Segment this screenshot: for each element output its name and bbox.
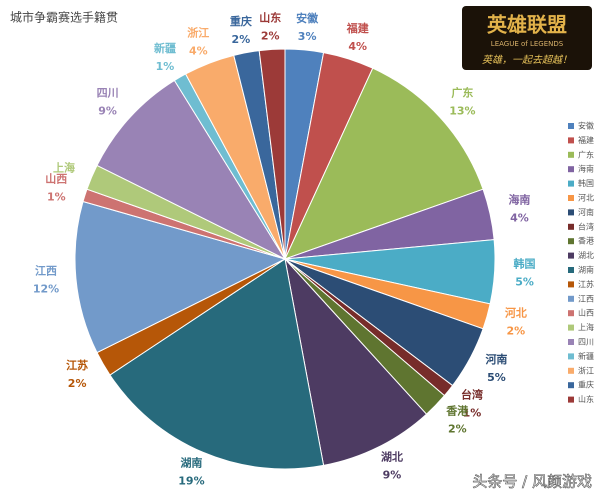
logo-subtitle: LEAGUE of LEGENDS — [491, 40, 564, 48]
legend-label: 海南 — [578, 164, 594, 174]
slice-value-label: 2% — [506, 324, 525, 337]
slice-label: 重庆 — [230, 14, 252, 28]
legend-swatch — [568, 137, 574, 144]
legend-label: 香港 — [578, 236, 594, 246]
legend-label: 台湾 — [578, 221, 594, 231]
slice-label: 浙江 — [187, 26, 209, 40]
legend-label: 重庆 — [578, 380, 594, 390]
legend-swatch — [568, 295, 574, 302]
slice-value-label: 1% — [47, 191, 66, 204]
slice-value-label: 1% — [463, 406, 482, 419]
slice-label: 四川 — [97, 87, 119, 100]
slice-value-label: 4% — [189, 45, 208, 58]
legend-swatch — [568, 223, 574, 230]
slice-label: 新疆 — [154, 41, 176, 55]
slice-value-label: 2% — [68, 377, 87, 390]
slice-value-label: 9% — [383, 469, 402, 482]
legend-label: 上海 — [578, 322, 594, 332]
legend-label: 湖南 — [578, 265, 594, 275]
slice-label: 湖南 — [180, 456, 202, 470]
slice-label: 上海 — [53, 161, 75, 175]
legend-swatch — [568, 382, 574, 389]
slice-value-label: 2% — [448, 423, 467, 436]
slice-label: 湖北 — [381, 450, 403, 464]
slice-label: 海南 — [508, 192, 530, 206]
pie-slice — [258, 48, 286, 260]
slice-value-label: 5% — [515, 275, 534, 288]
slice-label: 香港 — [445, 404, 469, 418]
slice-value-label: 2% — [232, 33, 251, 46]
logo-title: 英雄联盟 — [487, 13, 567, 37]
legend-swatch — [568, 180, 574, 187]
slice-value-label: 13% — [449, 105, 475, 118]
legend-label: 安徽 — [578, 121, 594, 131]
legend-label: 江西 — [578, 294, 594, 303]
legend-label: 湖北 — [578, 251, 594, 260]
legend-label: 福建 — [578, 135, 594, 145]
slice-label: 安徽 — [296, 11, 319, 25]
slice-label: 韩国 — [514, 256, 536, 270]
slice-value-label: 5% — [487, 371, 506, 384]
legend-label: 新疆 — [578, 351, 594, 361]
pie-slice — [96, 79, 287, 261]
legend-swatch — [568, 367, 574, 374]
legend-label: 山西 — [578, 308, 594, 318]
legend-swatch — [568, 310, 574, 317]
slice-label: 台湾 — [461, 387, 483, 401]
slice-value-label: 9% — [98, 105, 117, 118]
logo-slogan: 英雄，一起去超越！ — [482, 54, 572, 66]
legend-swatch — [568, 252, 574, 259]
watermark: 头条号 / 风颜游戏 — [472, 473, 592, 491]
slice-label: 山东 — [259, 10, 281, 24]
slice-label: 河北 — [505, 305, 527, 319]
slice-value-label: 1% — [156, 60, 175, 73]
slice-label: 山西 — [45, 172, 67, 186]
slice-value-label: 19% — [178, 475, 204, 488]
slice-value-label: 4% — [348, 40, 367, 53]
legend-swatch — [568, 324, 574, 331]
pie-slice — [74, 200, 287, 354]
pie-slice — [284, 257, 428, 467]
legend-swatch — [568, 195, 574, 201]
slice-label: 福建 — [346, 21, 370, 35]
slice-label: 江苏 — [66, 358, 88, 372]
logo: 英雄联盟 LEAGUE of LEGENDS 英雄，一起去超越！ — [462, 6, 592, 70]
slice-value-label: 3% — [298, 30, 317, 43]
legend-swatch — [568, 166, 574, 173]
legend-label: 广东 — [578, 149, 594, 159]
legend-label: 山东 — [578, 394, 594, 404]
slice-label: 河南 — [485, 352, 507, 366]
legend-label: 江苏 — [578, 279, 594, 289]
legend-swatch — [568, 353, 574, 360]
legend-swatch — [568, 267, 574, 273]
legend-swatch — [568, 281, 574, 288]
legend-label: 浙江 — [578, 365, 594, 375]
legend-swatch — [568, 209, 574, 216]
pie-slice — [109, 258, 325, 470]
legend-swatch — [568, 238, 574, 245]
slice-value-label: 4% — [510, 211, 529, 224]
pie-slice — [284, 67, 484, 260]
legend-swatch — [568, 123, 574, 129]
legend-label: 河南 — [578, 207, 594, 217]
slice-label: 广东 — [451, 86, 473, 100]
legend-label: 河北 — [578, 193, 594, 203]
slice-value-label: 2% — [261, 29, 280, 42]
legend-swatch — [568, 339, 574, 345]
legend-swatch — [568, 396, 574, 403]
chart-title: 城市争霸赛选手籍贯 — [10, 10, 118, 25]
slice-value-label: 12% — [33, 282, 59, 295]
legend-label: 韩国 — [578, 178, 594, 188]
slice-label: 江西 — [35, 263, 57, 277]
logo-bg — [462, 6, 592, 70]
legend-swatch — [568, 151, 574, 158]
legend-label: 四川 — [578, 338, 594, 347]
